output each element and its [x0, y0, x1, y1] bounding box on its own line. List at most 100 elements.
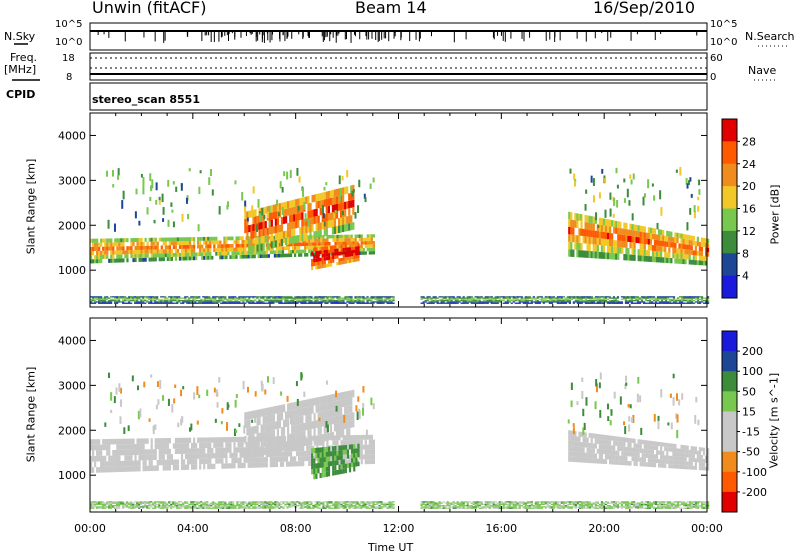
data-cell [152, 505, 155, 507]
data-cell [116, 302, 119, 304]
data-cell [291, 249, 295, 254]
data-cell [114, 505, 117, 507]
data-cell [550, 297, 553, 299]
data-cell [140, 241, 143, 246]
data-cell [102, 461, 105, 467]
data-cell [338, 450, 341, 456]
scatter-cell [307, 219, 310, 227]
data-cell [150, 505, 153, 507]
data-cell [520, 301, 523, 303]
data-cell [308, 302, 311, 304]
data-cell [604, 444, 608, 450]
data-cell [664, 300, 668, 302]
data-cell [692, 250, 695, 256]
data-cell [368, 241, 371, 245]
data-cell [311, 195, 314, 203]
data-cell [308, 238, 311, 243]
data-cell [270, 233, 273, 242]
data-cell [322, 300, 325, 302]
data-cell [128, 444, 131, 450]
data-cell [621, 455, 624, 461]
data-cell [208, 301, 211, 303]
data-cell [647, 244, 650, 251]
data-cell [295, 235, 298, 243]
scatter-cell [218, 206, 221, 215]
data-cell [302, 296, 305, 298]
data-cell [124, 302, 127, 304]
data-cell [700, 298, 704, 301]
data-cell [305, 422, 308, 431]
data-cell [164, 296, 167, 298]
data-cell [342, 187, 345, 195]
data-cell [609, 449, 612, 455]
data-cell [370, 234, 373, 238]
data-cell [684, 244, 687, 250]
data-cell [152, 257, 155, 262]
data-cell [564, 301, 567, 303]
data-cell [246, 232, 249, 240]
data-cell [336, 296, 339, 298]
data-cell [260, 302, 263, 304]
data-cell [252, 209, 255, 217]
scatter-cell [679, 166, 682, 176]
data-cell [478, 300, 481, 302]
data-cell [582, 301, 585, 303]
data-cell [702, 459, 706, 463]
data-cell [210, 298, 213, 301]
data-cell [360, 302, 363, 304]
data-cell [682, 465, 685, 470]
data-cell [280, 412, 284, 421]
data-cell [344, 224, 347, 232]
data-cell [651, 449, 655, 455]
data-cell [578, 457, 581, 463]
data-cell [358, 434, 361, 440]
data-cell [205, 442, 208, 449]
data-cell [211, 453, 214, 459]
scatter-cell [151, 179, 154, 189]
data-cell [609, 252, 612, 260]
data-cell [140, 449, 143, 455]
scatter-cell [185, 197, 188, 204]
data-cell [245, 441, 248, 448]
data-cell [136, 438, 139, 445]
data-cell [199, 458, 202, 465]
data-cell [98, 450, 101, 456]
data-cell [594, 230, 597, 238]
data-cell [316, 302, 319, 304]
data-cell [176, 241, 180, 246]
data-cell [692, 240, 695, 246]
data-cell [186, 300, 189, 302]
data-cell [327, 471, 331, 477]
data-cell [348, 459, 351, 465]
data-cell [612, 298, 616, 301]
data-cell [112, 461, 115, 467]
data-cell [619, 234, 622, 241]
data-cell [623, 222, 626, 229]
data-cell [282, 231, 286, 239]
data-cell [360, 459, 363, 465]
cpid-value: stereo_scan 8551 [92, 93, 200, 106]
data-cell [120, 501, 123, 503]
data-cell [548, 302, 551, 304]
data-cell [340, 238, 343, 242]
data-cell [584, 437, 587, 443]
data-cell [336, 460, 339, 466]
data-cell [140, 245, 143, 250]
scatter-cell [276, 199, 279, 206]
data-cell [470, 297, 473, 299]
data-cell [336, 440, 339, 446]
data-cell [199, 453, 202, 459]
data-cell [184, 437, 188, 444]
data-cell [488, 297, 491, 299]
data-cell [660, 302, 664, 304]
data-cell [152, 465, 155, 471]
data-cell [128, 507, 131, 509]
data-cell [104, 506, 107, 508]
data-cell [301, 197, 304, 205]
data-cell [313, 258, 316, 263]
data-cell [629, 223, 632, 230]
data-cell [688, 453, 691, 458]
data-cell [260, 447, 263, 456]
data-cell [130, 460, 133, 467]
data-cell [233, 452, 236, 458]
